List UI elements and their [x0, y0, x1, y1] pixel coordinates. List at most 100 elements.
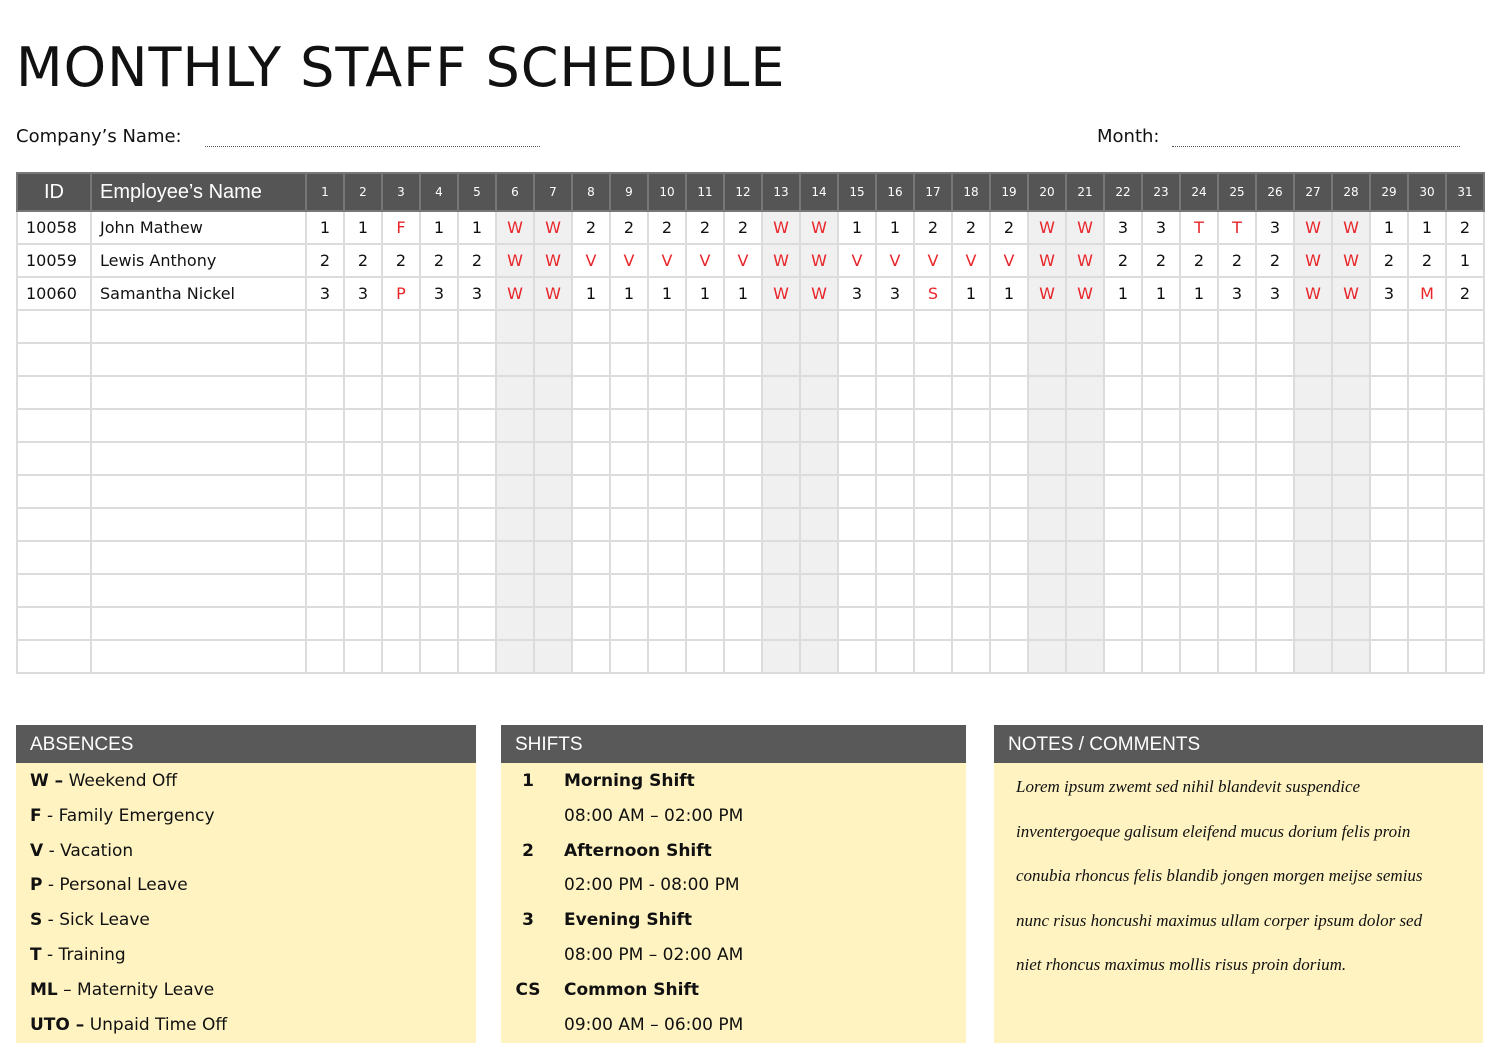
- day-cell[interactable]: [1331, 474, 1371, 509]
- day-cell[interactable]: [1445, 408, 1485, 443]
- day-cell[interactable]: 3: [875, 276, 915, 311]
- day-cell[interactable]: [1369, 606, 1409, 641]
- day-cell[interactable]: [1065, 474, 1105, 509]
- day-cell[interactable]: [685, 342, 725, 377]
- day-cell[interactable]: [381, 474, 421, 509]
- day-cell[interactable]: [799, 639, 839, 674]
- day-cell[interactable]: [723, 540, 763, 575]
- day-cell[interactable]: [913, 342, 953, 377]
- day-cell[interactable]: 2: [723, 210, 763, 245]
- day-cell[interactable]: [533, 441, 573, 476]
- day-cell[interactable]: V: [913, 243, 953, 278]
- day-cell[interactable]: [1103, 441, 1143, 476]
- day-cell[interactable]: [457, 474, 497, 509]
- day-cell[interactable]: [989, 507, 1029, 542]
- day-cell[interactable]: [1407, 342, 1447, 377]
- day-cell[interactable]: [1407, 573, 1447, 608]
- day-cell[interactable]: 1: [1103, 276, 1143, 311]
- day-cell[interactable]: [913, 375, 953, 410]
- day-cell[interactable]: [305, 573, 345, 608]
- day-cell[interactable]: [1103, 375, 1143, 410]
- day-cell[interactable]: [875, 639, 915, 674]
- day-cell[interactable]: [1179, 639, 1219, 674]
- day-cell[interactable]: 1: [343, 210, 383, 245]
- day-cell[interactable]: [837, 441, 877, 476]
- day-cell[interactable]: 2: [685, 210, 725, 245]
- day-cell[interactable]: [1445, 441, 1485, 476]
- day-cell[interactable]: [1027, 342, 1067, 377]
- day-cell[interactable]: [799, 540, 839, 575]
- day-cell[interactable]: [571, 309, 611, 344]
- day-cell[interactable]: [1141, 342, 1181, 377]
- day-cell[interactable]: [1217, 408, 1257, 443]
- day-cell[interactable]: W: [799, 276, 839, 311]
- day-cell[interactable]: 3: [457, 276, 497, 311]
- day-cell[interactable]: [571, 375, 611, 410]
- day-cell[interactable]: [685, 474, 725, 509]
- day-cell[interactable]: [419, 639, 459, 674]
- day-cell[interactable]: [1103, 309, 1143, 344]
- day-cell[interactable]: [609, 606, 649, 641]
- day-cell[interactable]: [305, 441, 345, 476]
- day-cell[interactable]: [1293, 606, 1333, 641]
- day-cell[interactable]: [1293, 573, 1333, 608]
- day-cell[interactable]: V: [609, 243, 649, 278]
- day-cell[interactable]: [723, 573, 763, 608]
- day-cell[interactable]: [1141, 573, 1181, 608]
- day-cell[interactable]: [495, 606, 535, 641]
- day-cell[interactable]: [419, 375, 459, 410]
- day-cell[interactable]: [305, 507, 345, 542]
- day-cell[interactable]: W: [533, 210, 573, 245]
- day-cell[interactable]: [1065, 309, 1105, 344]
- day-cell[interactable]: S: [913, 276, 953, 311]
- day-cell[interactable]: [495, 309, 535, 344]
- day-cell[interactable]: 1: [723, 276, 763, 311]
- day-cell[interactable]: [495, 507, 535, 542]
- day-cell[interactable]: [609, 408, 649, 443]
- day-cell[interactable]: [761, 507, 801, 542]
- day-cell[interactable]: [799, 573, 839, 608]
- day-cell[interactable]: W: [1331, 243, 1371, 278]
- day-cell[interactable]: 2: [305, 243, 345, 278]
- day-cell[interactable]: [609, 441, 649, 476]
- day-cell[interactable]: [305, 408, 345, 443]
- day-cell[interactable]: W: [761, 276, 801, 311]
- day-cell[interactable]: [381, 606, 421, 641]
- day-cell[interactable]: [913, 507, 953, 542]
- day-cell[interactable]: [1331, 408, 1371, 443]
- month-field[interactable]: [1172, 146, 1460, 147]
- day-cell[interactable]: W: [1065, 210, 1105, 245]
- day-cell[interactable]: [1065, 408, 1105, 443]
- day-cell[interactable]: [571, 540, 611, 575]
- day-cell[interactable]: [1179, 408, 1219, 443]
- day-cell[interactable]: [875, 408, 915, 443]
- day-cell[interactable]: W: [1065, 276, 1105, 311]
- day-cell[interactable]: 2: [1255, 243, 1295, 278]
- day-cell[interactable]: [381, 375, 421, 410]
- day-cell[interactable]: [381, 573, 421, 608]
- day-cell[interactable]: [761, 375, 801, 410]
- day-cell[interactable]: [837, 408, 877, 443]
- day-cell[interactable]: [1293, 639, 1333, 674]
- day-cell[interactable]: [1293, 375, 1333, 410]
- day-cell[interactable]: [1255, 606, 1295, 641]
- day-cell[interactable]: [1331, 375, 1371, 410]
- day-cell[interactable]: [1027, 639, 1067, 674]
- day-cell[interactable]: [495, 408, 535, 443]
- day-cell[interactable]: [875, 342, 915, 377]
- day-cell[interactable]: [761, 540, 801, 575]
- day-cell[interactable]: [1141, 375, 1181, 410]
- day-cell[interactable]: V: [647, 243, 687, 278]
- day-cell[interactable]: 3: [1255, 276, 1295, 311]
- day-cell[interactable]: [951, 573, 991, 608]
- day-cell[interactable]: [913, 309, 953, 344]
- day-cell[interactable]: 2: [1369, 243, 1409, 278]
- day-cell[interactable]: [1179, 342, 1219, 377]
- day-cell[interactable]: [1217, 606, 1257, 641]
- day-cell[interactable]: V: [837, 243, 877, 278]
- day-cell[interactable]: [1141, 540, 1181, 575]
- day-cell[interactable]: [495, 474, 535, 509]
- day-cell[interactable]: [1445, 474, 1485, 509]
- day-cell[interactable]: [761, 573, 801, 608]
- day-cell[interactable]: [1217, 474, 1257, 509]
